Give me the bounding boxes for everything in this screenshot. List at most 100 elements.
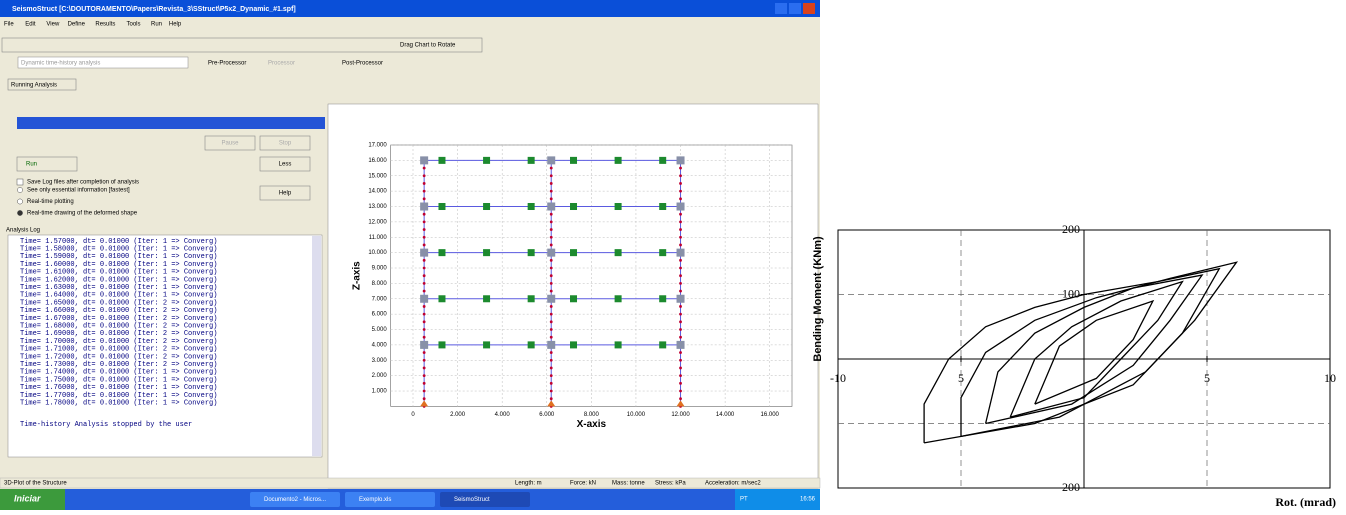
joint [677,341,685,349]
plot-area [391,145,792,406]
start-label: Iniciar [14,493,41,503]
column-node [679,320,682,323]
y-tick-label: 12.000 [368,219,387,225]
y-tick-label: 13.000 [368,204,387,210]
x-tick-label: 12.000 [671,412,690,418]
column-node [679,374,682,377]
column-node [679,336,682,339]
column-node [679,190,682,193]
y-tick-label: 3.000 [372,358,388,364]
column-node [679,259,682,262]
beam-node [615,295,622,302]
column-node [550,182,553,185]
beam-node [615,203,622,210]
joint [420,341,428,349]
checkbox[interactable] [17,179,23,185]
y-axis-label: Z-axis [352,261,363,290]
column-node [423,397,426,400]
y-tick-label: 4.000 [372,342,388,348]
column-node [550,336,553,339]
maximize[interactable] [789,3,801,14]
mode-combo-text: Dynamic time-history analysis [21,61,100,67]
radio[interactable] [17,187,22,192]
column-node [423,228,426,231]
menu-item[interactable]: Tools [127,22,141,28]
beam-node [615,249,622,256]
x-axis-label: Rot. (mrad) [1275,495,1336,509]
column-node [550,320,553,323]
column-node [679,397,682,400]
module-button[interactable]: Post-Processor [342,61,383,67]
y-tick-label: 14.000 [368,189,387,195]
column-node [679,197,682,200]
log-title: Analysis Log [6,228,40,234]
column-node [550,174,553,177]
run-label: Run [26,162,37,168]
close[interactable] [803,3,815,14]
column-node [423,182,426,185]
y-tick-label: 17.000 [368,143,387,149]
column-node [679,367,682,370]
log-line: Time= 1.78000, dt= 0.01000 (Iter: 1 => C… [20,400,217,408]
column-node [423,351,426,354]
y-tick-label: 7.000 [372,296,388,302]
radio-label: See only essential information [fastest] [27,188,130,194]
menu-item[interactable]: View [46,22,60,28]
x-tick-label: 10 [1324,371,1336,385]
x-tick-label: 2.000 [450,412,466,418]
radio[interactable] [17,210,22,215]
clock: 16:56 [800,497,816,503]
x-tick-label: 10.000 [627,412,646,418]
menu-item[interactable]: File [4,22,14,28]
menu-item[interactable]: Run [151,22,162,28]
column-node [423,290,426,293]
log-lines: Time= 1.57000, dt= 0.01000 (Iter: 1 => C… [20,238,217,408]
menu-item[interactable]: Help [169,22,182,28]
column-node [550,328,553,331]
y-tick-label: 2.000 [372,373,388,379]
column-node [550,290,553,293]
scrollbar[interactable] [312,236,321,456]
radio[interactable] [17,199,22,204]
menu-item[interactable]: Edit [25,22,36,28]
column-node [423,336,426,339]
column-node [550,313,553,316]
beam-node [438,249,445,256]
toolbar-button[interactable]: Drag Chart to Rotate [400,43,456,49]
menu-item[interactable]: Define [68,22,86,28]
module-button[interactable]: Pre-Processor [208,61,246,67]
column-node [423,167,426,170]
y-tick-label: 5.000 [372,327,388,333]
x-tick-label: 8.000 [584,412,600,418]
column-node [423,359,426,362]
status-item: Mass: tonne [612,481,645,487]
column-node [550,197,553,200]
minimize[interactable] [775,3,787,14]
y-tick-label: -200 [1058,480,1080,494]
joint [420,203,428,211]
column-node [423,390,426,393]
beam-node [570,295,577,302]
column-node [423,220,426,223]
y-axis-label: Bending Moment (KNm) [812,236,824,362]
checkbox-label: Save Log files after completion of analy… [27,180,139,186]
help-label: Help [279,191,292,197]
beam-node [483,341,490,348]
y-tick-label: 6.000 [372,312,388,318]
status-bar [0,478,820,488]
beam-node [659,157,666,164]
column-node [679,305,682,308]
menu-item[interactable]: Results [95,22,115,28]
column-node [679,282,682,285]
column-node [550,244,553,247]
beam-node [438,203,445,210]
column-node [679,182,682,185]
x-axis-label: X-axis [577,419,607,430]
task-label: Documento2 - Micros... [264,497,326,503]
module-button[interactable]: Processor [268,61,295,67]
beam-node [570,203,577,210]
column-node [423,267,426,270]
status-item: 3D-Plot of the Structure [4,481,67,487]
joint [677,295,685,303]
y-tick-label: 8.000 [372,281,388,287]
